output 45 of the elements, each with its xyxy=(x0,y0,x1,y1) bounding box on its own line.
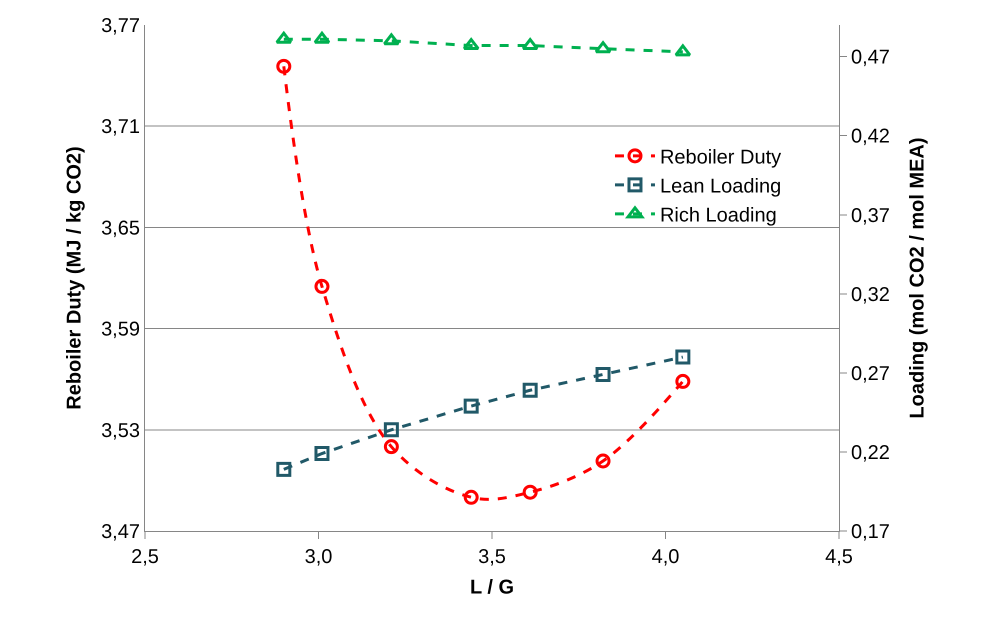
point xyxy=(522,484,538,500)
point xyxy=(596,454,611,468)
point xyxy=(522,382,538,398)
y2-tick-label: 0,42 xyxy=(851,126,890,148)
point xyxy=(675,350,690,365)
y-tick-label: 3,59 xyxy=(101,318,140,341)
point xyxy=(594,41,612,54)
point xyxy=(314,446,330,462)
point xyxy=(382,33,400,46)
legend-label: Rich Loading xyxy=(660,204,777,227)
legend-label: Lean Loading xyxy=(660,176,782,198)
y-tick-label: 3,77 xyxy=(101,15,140,37)
y2-tick-label: 0,17 xyxy=(851,521,890,543)
point xyxy=(314,32,330,44)
point xyxy=(464,398,479,414)
x-axis-title: L / G xyxy=(470,576,514,598)
point xyxy=(275,32,292,44)
y2-tick-label: 0,22 xyxy=(851,442,890,464)
x-tick-label: 3,0 xyxy=(304,546,332,568)
y-axis-title: Reboiler Duty (MJ / kg CO2) xyxy=(64,146,86,410)
y-tick-label: 3,53 xyxy=(101,420,140,442)
point xyxy=(462,38,480,50)
y-tick-label: 3,47 xyxy=(101,521,140,543)
legend-label: Reboiler Duty xyxy=(660,146,782,169)
x-tick-label: 4,0 xyxy=(652,546,680,568)
y2-tick-label: 0,32 xyxy=(851,284,890,306)
x-tick-label: 3,5 xyxy=(478,546,506,568)
point xyxy=(314,278,330,294)
point xyxy=(384,439,399,454)
point xyxy=(276,58,292,74)
point xyxy=(596,366,611,382)
y-tick-label: 3,71 xyxy=(101,116,140,138)
x-tick-label: 4,5 xyxy=(825,546,853,568)
point xyxy=(276,462,292,477)
point xyxy=(464,490,479,505)
x-tick-label: 2,5 xyxy=(131,546,159,568)
y2-axis-title: Loading (mol CO2 / mol MEA) xyxy=(906,137,928,419)
y2-tick-label: 0,37 xyxy=(851,204,890,227)
point xyxy=(384,422,399,438)
point xyxy=(674,44,692,56)
point xyxy=(522,38,539,50)
y2-tick-label: 0,47 xyxy=(851,46,890,69)
y2-tick-label: 0,27 xyxy=(851,362,890,385)
y-tick-label: 3,65 xyxy=(101,217,140,240)
point xyxy=(675,374,690,389)
